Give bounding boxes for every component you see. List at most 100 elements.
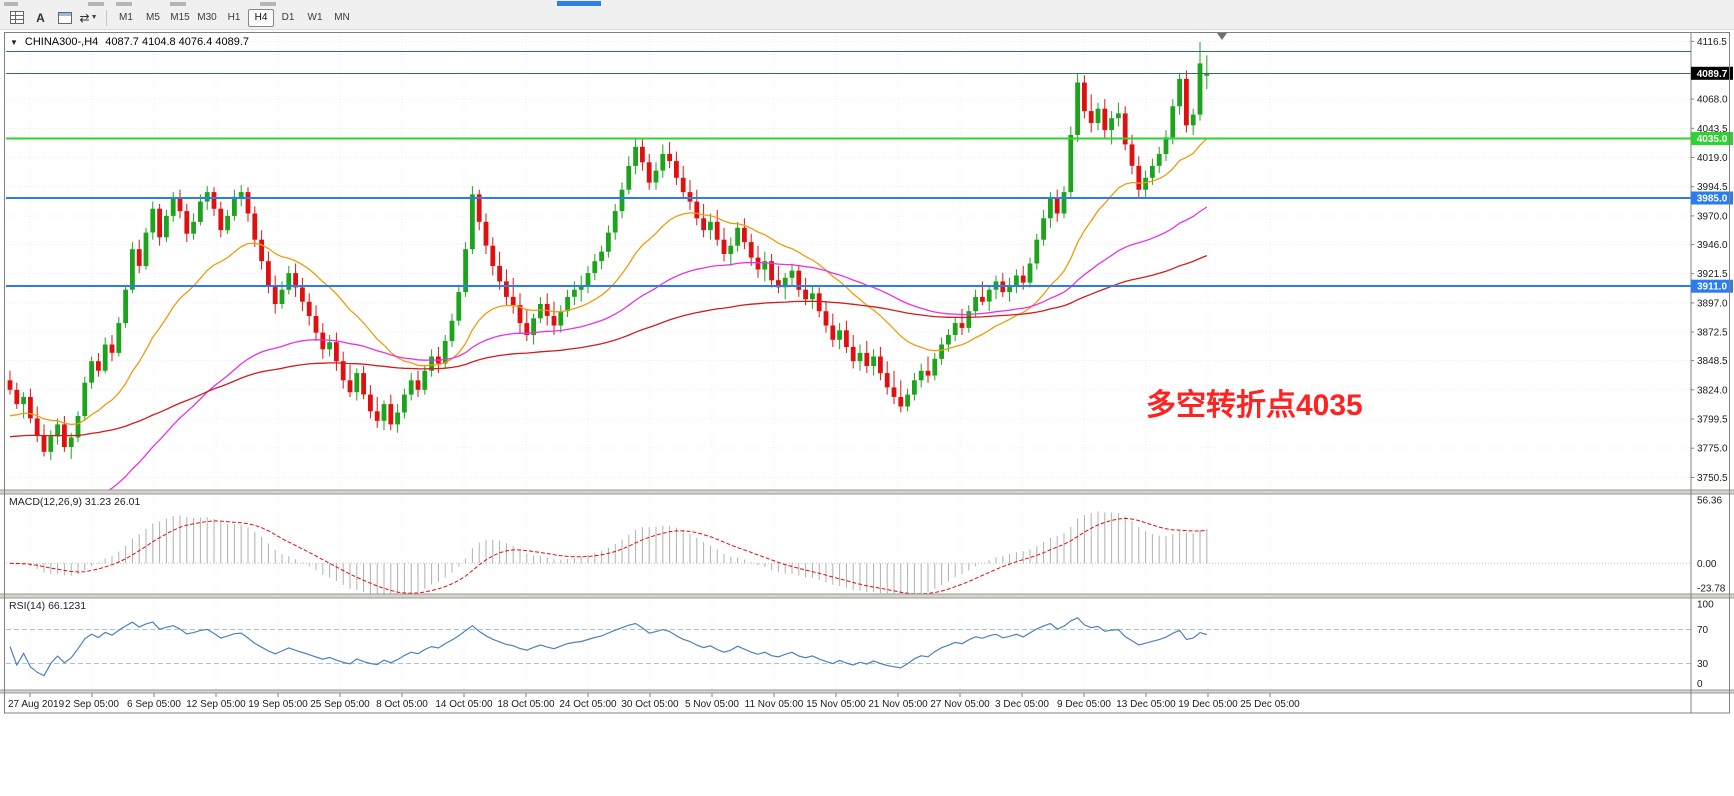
- chart-menu-icon[interactable]: ▼: [10, 37, 18, 47]
- svg-text:27 Aug 2019: 27 Aug 2019: [8, 699, 65, 710]
- svg-text:100: 100: [1697, 600, 1714, 611]
- text-tool-icon[interactable]: A: [29, 8, 52, 28]
- price-annotation: 多空转折点4035: [1146, 389, 1363, 422]
- toolbar-fragment: [88, 2, 104, 6]
- toolbar-separator: [106, 9, 107, 26]
- svg-text:5 Nov 05:00: 5 Nov 05:00: [685, 699, 739, 710]
- svg-text:4035.0: 4035.0: [1697, 134, 1728, 145]
- axis-badge-4089.7: 4089.7: [1691, 66, 1733, 80]
- svg-text:30 Oct 05:00: 30 Oct 05:00: [621, 699, 679, 710]
- toolbar-fragment: [116, 2, 132, 6]
- text-tool-label: A: [36, 10, 45, 25]
- toolbar-fragment: [170, 2, 186, 6]
- svg-text:3970.0: 3970.0: [1697, 211, 1728, 222]
- svg-text:3994.5: 3994.5: [1697, 182, 1728, 193]
- symbol-period: CHINA300-,H4: [24, 36, 99, 48]
- svg-text:4043.5: 4043.5: [1697, 124, 1728, 135]
- svg-text:12 Sep 05:00: 12 Sep 05:00: [186, 699, 246, 710]
- timeframe-M1[interactable]: M1: [113, 9, 139, 27]
- toolbar-fragment: [4, 2, 18, 6]
- svg-text:2 Sep 05:00: 2 Sep 05:00: [65, 699, 119, 710]
- clipped-upper-toolbar: [0, 0, 1734, 6]
- svg-text:3946.0: 3946.0: [1697, 240, 1728, 251]
- chart-toolbar: A ⇄ ▼ M1 M5 M15 M30 H1 H4 D1 W1 MN: [0, 6, 1734, 30]
- svg-text:8 Oct 05:00: 8 Oct 05:00: [376, 699, 428, 710]
- svg-text:13 Dec 05:00: 13 Dec 05:00: [1116, 699, 1176, 710]
- svg-text:27 Nov 05:00: 27 Nov 05:00: [930, 699, 990, 710]
- chart-area: 4116.5 4068.0 4043.5 4019.0 3994.5 3970.0 3946…: [0, 30, 1734, 720]
- svg-text:14 Oct 05:00: 14 Oct 05:00: [435, 699, 493, 710]
- svg-text:3985.0: 3985.0: [1697, 194, 1728, 205]
- svg-text:11 Nov 05:00: 11 Nov 05:00: [745, 699, 804, 710]
- svg-text:3897.0: 3897.0: [1697, 298, 1728, 309]
- rsi-layer: [6, 616, 1691, 677]
- timeframe-M30[interactable]: M30: [194, 9, 220, 27]
- time-axis[interactable]: 27 Aug 2019 2 Sep 05:00 6 Sep 05:00 12 Sep …: [8, 693, 1300, 710]
- macd-layer: [6, 511, 1691, 594]
- slow-ma: [9, 254, 1208, 438]
- svg-text:3 Dec 05:00: 3 Dec 05:00: [995, 699, 1049, 710]
- svg-text:56.36: 56.36: [1697, 496, 1722, 507]
- timeframe-M5[interactable]: M5: [140, 9, 166, 27]
- ohlc-values: 4087.7 4104.8 4076.4 4089.7: [105, 36, 250, 48]
- svg-text:0.00: 0.00: [1697, 559, 1717, 570]
- svg-text:25 Dec 05:00: 25 Dec 05:00: [1240, 699, 1300, 710]
- timeframe-W1[interactable]: W1: [302, 9, 328, 27]
- svg-text:3824.0: 3824.0: [1697, 385, 1728, 396]
- svg-text:3848.5: 3848.5: [1697, 356, 1728, 367]
- grid-icon[interactable]: [5, 8, 28, 28]
- svg-text:3799.5: 3799.5: [1697, 415, 1728, 426]
- svg-text:3911.0: 3911.0: [1697, 282, 1727, 293]
- swap-arrows-icon[interactable]: ⇄ ▼: [77, 8, 100, 28]
- svg-text:0: 0: [1697, 679, 1703, 690]
- axis-badge-3985.0: 3985.0: [1691, 191, 1733, 205]
- panel-separator[interactable]: [0, 594, 1734, 598]
- grid: [6, 33, 1691, 690]
- timeframe-M15[interactable]: M15: [167, 9, 193, 27]
- svg-text:4068.0: 4068.0: [1697, 95, 1728, 106]
- toolbar-fragment: [260, 2, 276, 6]
- svg-text:6 Sep 05:00: 6 Sep 05:00: [127, 699, 181, 710]
- svg-text:4089.7: 4089.7: [1697, 69, 1728, 80]
- axis-badge-3911.0: 3911.0: [1691, 279, 1733, 293]
- rsi-label: RSI(14) 66.1231: [9, 600, 87, 612]
- chart-window-icon-glyph: [57, 11, 72, 24]
- timeframe-H4[interactable]: H4: [248, 8, 274, 27]
- chart-title: ▼ CHINA300-,H4 4087.7 4104.8 4076.4 4089…: [10, 36, 249, 48]
- svg-text:-23.78: -23.78: [1697, 584, 1726, 595]
- price-axis[interactable]: 4116.5 4068.0 4043.5 4019.0 3994.5 3970.0 3946…: [1690, 32, 1733, 714]
- axis-badge-4035.0: 4035.0: [1691, 132, 1733, 145]
- svg-text:3750.5: 3750.5: [1697, 473, 1728, 484]
- grid-icon-glyph: [9, 11, 24, 24]
- svg-text:30: 30: [1697, 659, 1709, 670]
- svg-text:24 Oct 05:00: 24 Oct 05:00: [559, 699, 617, 710]
- svg-text:70: 70: [1697, 625, 1709, 636]
- svg-text:15 Nov 05:00: 15 Nov 05:00: [806, 699, 866, 710]
- svg-text:19 Sep 05:00: 19 Sep 05:00: [248, 699, 308, 710]
- timeframe-MN[interactable]: MN: [329, 9, 355, 27]
- timeframe-H1[interactable]: H1: [221, 9, 247, 27]
- svg-text:3872.5: 3872.5: [1697, 328, 1728, 339]
- chart-shift-marker[interactable]: [1217, 33, 1227, 40]
- svg-text:4019.0: 4019.0: [1697, 153, 1728, 164]
- empty-area: [0, 720, 1734, 796]
- svg-text:4116.5: 4116.5: [1697, 37, 1727, 48]
- timeframe-D1[interactable]: D1: [275, 9, 301, 27]
- macd-label: MACD(12,26,9) 31.23 26.01: [9, 496, 141, 508]
- svg-text:25 Sep 05:00: 25 Sep 05:00: [310, 699, 370, 710]
- dropdown-caret-icon: ▼: [90, 14, 98, 21]
- svg-text:21 Nov 05:00: 21 Nov 05:00: [868, 699, 928, 710]
- timeframe-toolbar: M1 M5 M15 M30 H1 H4 D1 W1 MN: [113, 8, 355, 27]
- svg-text:9 Dec 05:00: 9 Dec 05:00: [1057, 699, 1111, 710]
- svg-text:18 Oct 05:00: 18 Oct 05:00: [497, 699, 555, 710]
- svg-text:19 Dec 05:00: 19 Dec 05:00: [1178, 699, 1238, 710]
- panel-separator[interactable]: [0, 690, 1734, 693]
- candles-layer: [7, 42, 1210, 461]
- svg-text:3921.5: 3921.5: [1697, 269, 1728, 280]
- svg-text:3775.0: 3775.0: [1697, 444, 1728, 455]
- price-chart[interactable]: 4116.5 4068.0 4043.5 4019.0 3994.5 3970.0 3946…: [0, 30, 1734, 720]
- panel-separator[interactable]: [0, 490, 1734, 494]
- toolbar-fragment-selected: [557, 1, 601, 6]
- chart-window-icon[interactable]: [53, 8, 76, 28]
